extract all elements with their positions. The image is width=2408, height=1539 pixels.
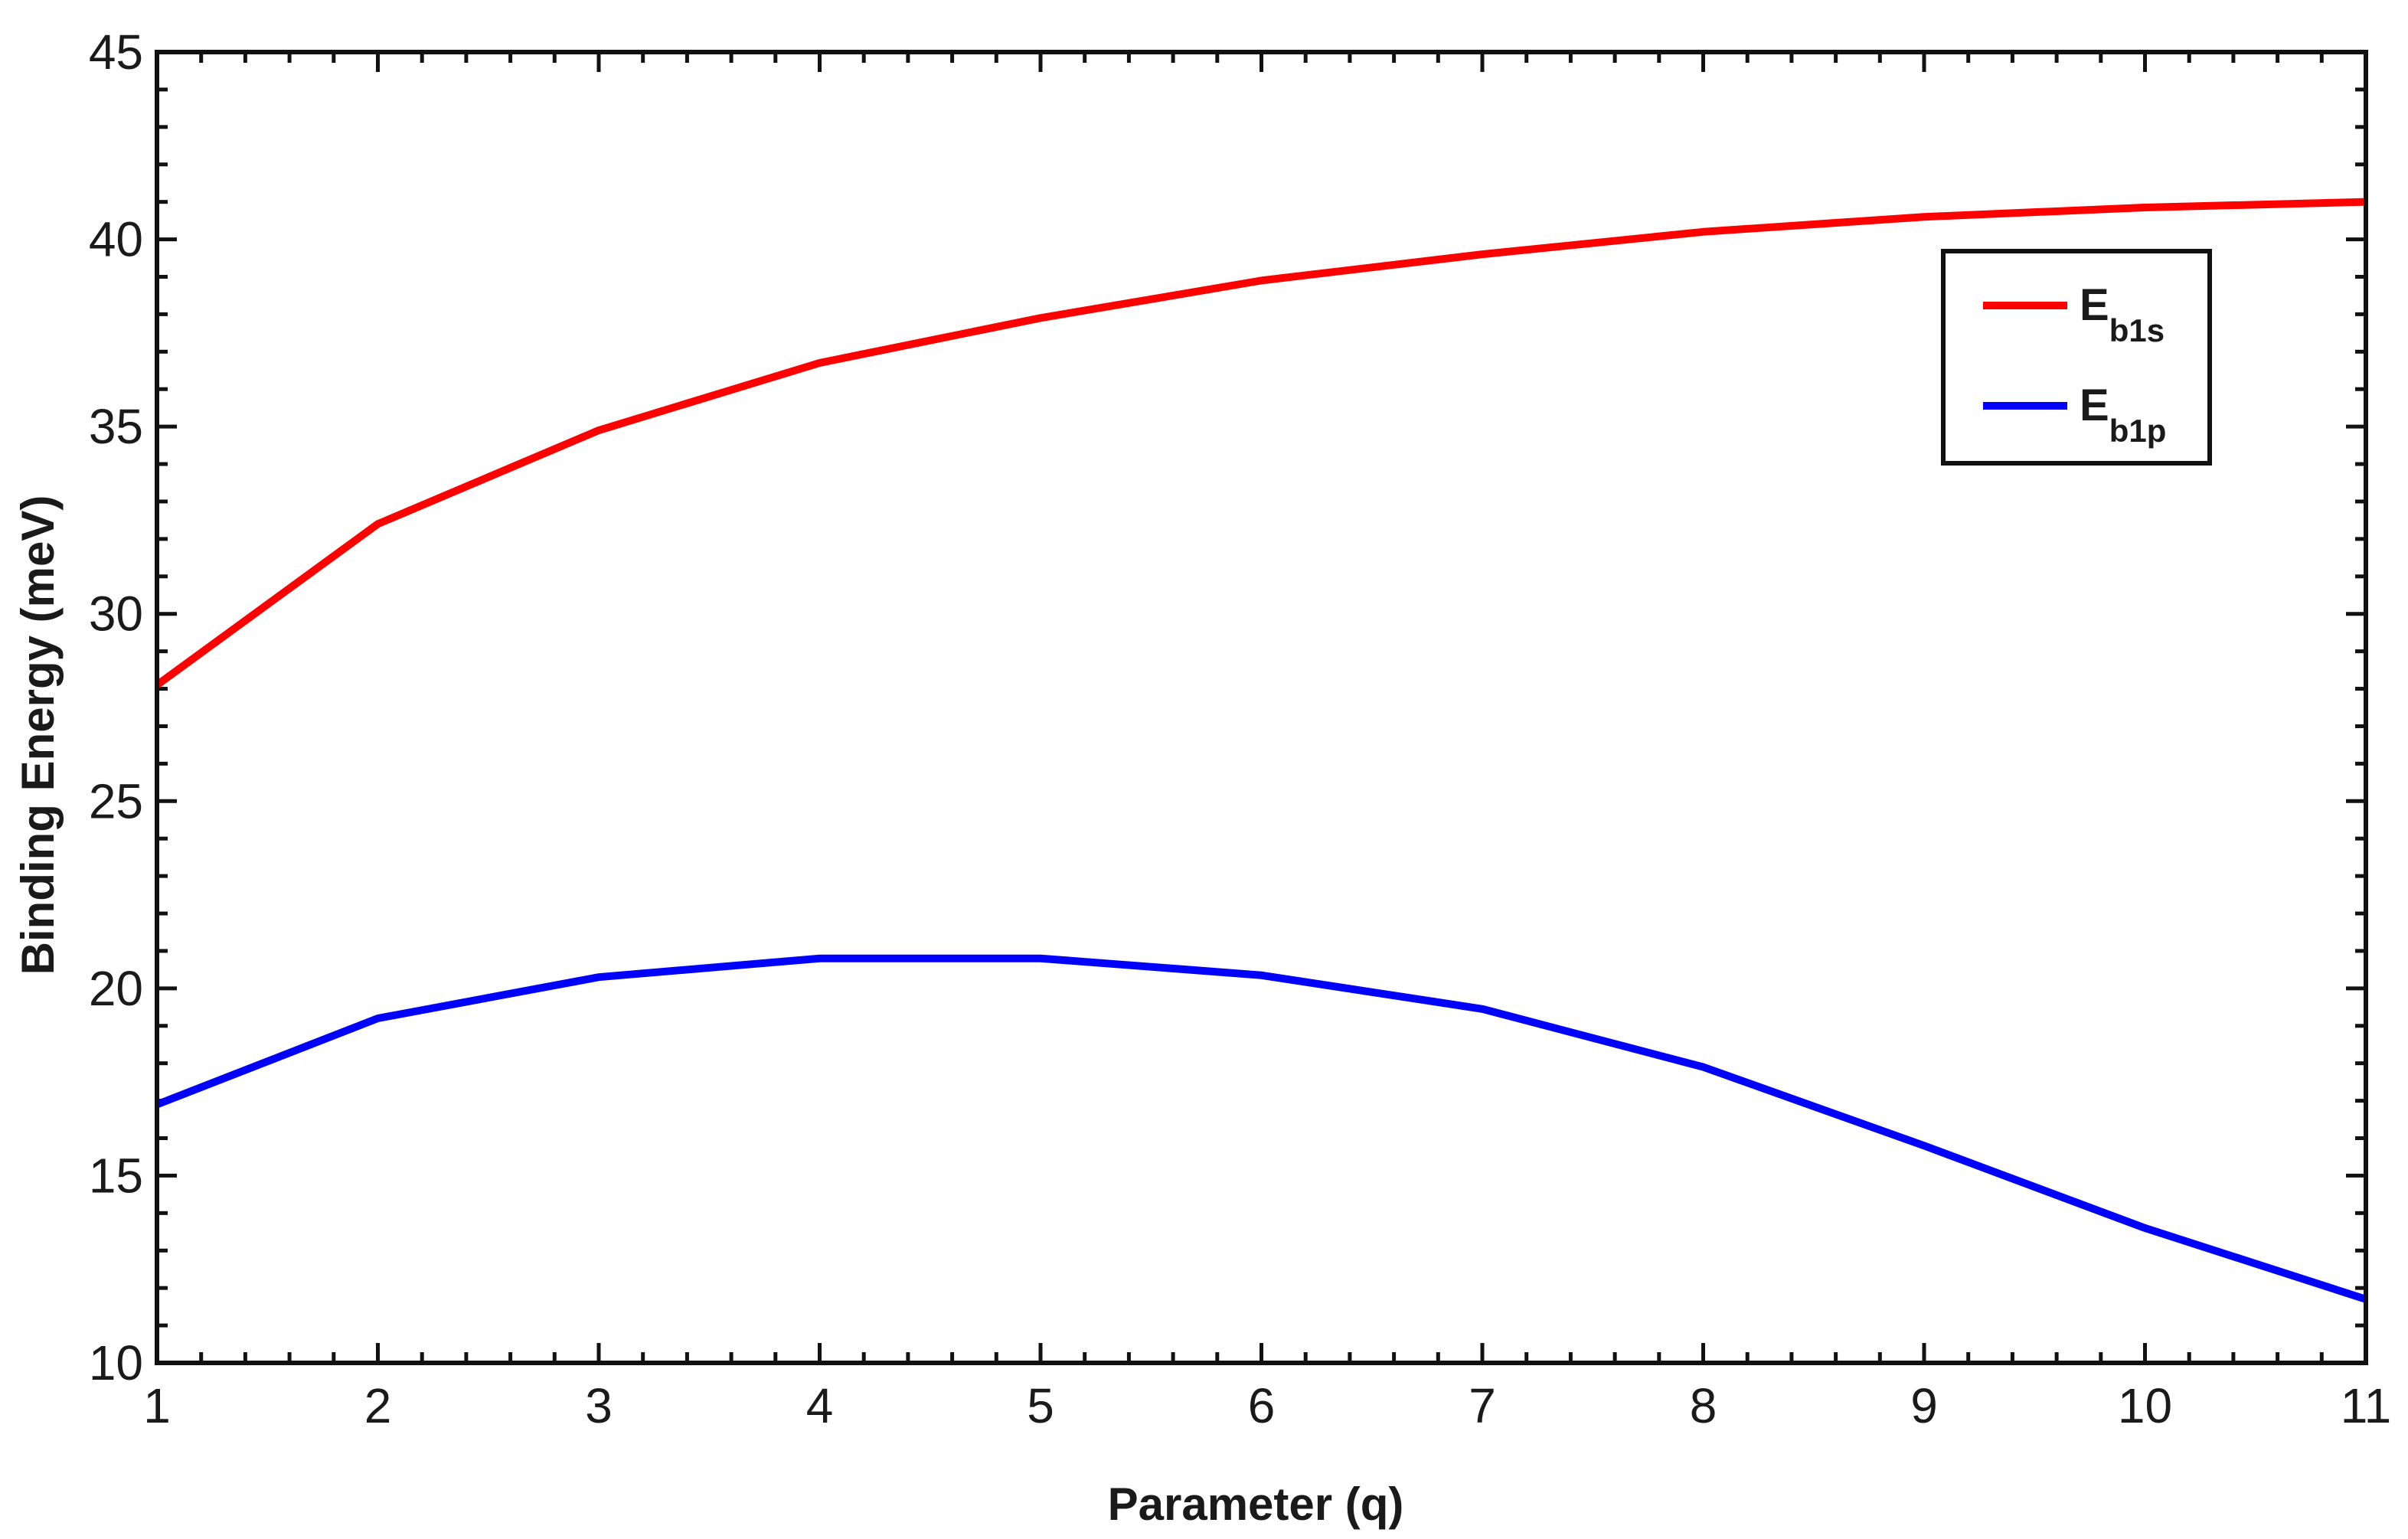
series-layer bbox=[155, 198, 2367, 1303]
legend: Eb1s Eb1p bbox=[1941, 249, 2212, 466]
legend-label-eb1p: Eb1p bbox=[2080, 381, 2166, 449]
series-line-eb1s bbox=[155, 198, 2367, 688]
x-tick-label: 11 bbox=[2341, 1378, 2391, 1433]
y-tick-label: 45 bbox=[89, 25, 143, 80]
x-tick-label: 1 bbox=[143, 1378, 171, 1433]
y-tick-label: 25 bbox=[89, 773, 143, 828]
y-tick-label: 20 bbox=[89, 961, 143, 1016]
y-tick-label: 15 bbox=[89, 1148, 143, 1203]
legend-box bbox=[1941, 249, 2212, 466]
x-tick-label: 3 bbox=[585, 1378, 613, 1433]
x-axis-title: Parameter (q) bbox=[1108, 1479, 1404, 1530]
y-tick-label: 35 bbox=[89, 399, 143, 454]
x-tick-label: 5 bbox=[1027, 1378, 1054, 1433]
y-tick-label: 40 bbox=[89, 212, 143, 267]
x-tick-label: 10 bbox=[2118, 1378, 2172, 1433]
y-axis-title: Binding Energy (meV) bbox=[12, 495, 64, 975]
x-tick-label: 4 bbox=[806, 1378, 834, 1433]
x-tick-label: 8 bbox=[1690, 1378, 1717, 1433]
y-tick-label: 10 bbox=[89, 1335, 143, 1390]
x-tick-label: 6 bbox=[1248, 1378, 1276, 1433]
x-tick-label: 2 bbox=[364, 1378, 392, 1433]
x-tick-label: 7 bbox=[1469, 1378, 1496, 1433]
y-tick-label: 30 bbox=[89, 587, 143, 642]
plot-frame bbox=[155, 50, 2368, 1365]
series-line-eb1p bbox=[155, 954, 2367, 1303]
legend-label-eb1s: Eb1s bbox=[2080, 280, 2165, 348]
x-tick-label: 9 bbox=[1910, 1378, 1938, 1433]
axis-ticks bbox=[155, 50, 2368, 1365]
